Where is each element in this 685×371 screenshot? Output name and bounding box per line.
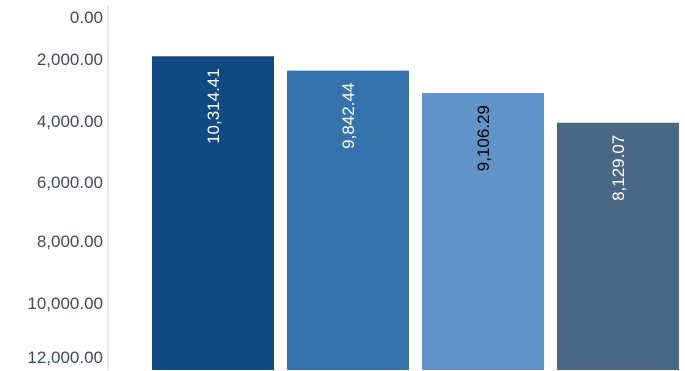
y-axis: 0.00 2,000.00 4,000.00 6,000.00 8,000.00 10,0… (27, 5, 109, 370)
y-tick-label: 2,000.00 (37, 50, 103, 69)
bars (152, 56, 679, 371)
bar-value-label: 9,106.29 (474, 105, 493, 171)
y-tick-label: 4,000.00 (37, 112, 103, 131)
bar (287, 70, 409, 370)
y-tick-label: 10,000.00 (27, 294, 103, 313)
y-tick-label: 8,000.00 (37, 232, 103, 251)
y-tick-label: 12,000.00 (27, 348, 103, 367)
bar-value-label: 10,314.41 (204, 68, 223, 144)
bar-value-label: 8,129.07 (609, 135, 628, 201)
bar (422, 93, 544, 370)
bar-value-label: 9,842.44 (339, 83, 358, 149)
y-tick-label: 6,000.00 (37, 173, 103, 192)
bar (152, 56, 274, 371)
y-tick-label: 0.00 (70, 8, 103, 27)
bar (557, 122, 679, 370)
data-labels: 10,314.41 9,842.44 9,106.29 8,129.07 (204, 68, 628, 201)
